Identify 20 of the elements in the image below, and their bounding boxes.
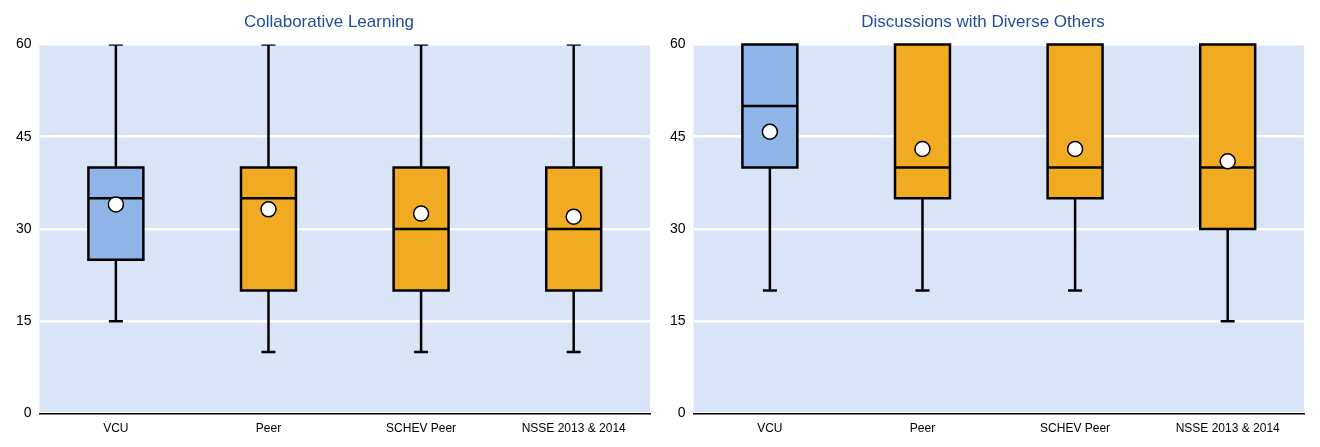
y-tick-label: 45 (669, 127, 686, 144)
y-tick-label: 0 (677, 404, 686, 421)
x-tick-label: Peer (909, 421, 936, 436)
chart-title: Discussions with Diverse Others (861, 11, 1105, 31)
x-tick-label: NSSE 2013 & 2014 (521, 421, 627, 436)
y-tick-label: 15 (15, 312, 32, 329)
x-tick-label: NSSE 2013 & 2014 (1175, 421, 1281, 436)
y-tick-label: 60 (669, 35, 686, 52)
x-tick-label: SCHEV Peer (386, 421, 457, 436)
y-tick-label: 30 (15, 219, 32, 236)
y-tick-label: 0 (23, 404, 32, 421)
chart-title: Collaborative Learning (243, 11, 415, 31)
y-tick-label: 45 (15, 127, 32, 144)
x-tick-label: Peer (255, 421, 282, 436)
y-tick-label: 30 (669, 219, 686, 236)
y-tick-label: 60 (15, 35, 32, 52)
y-tick-label: 15 (669, 312, 686, 329)
x-tick-label: VCU (757, 421, 783, 436)
x-tick-label: SCHEV Peer (1040, 421, 1111, 436)
x-tick-label: VCU (103, 421, 129, 436)
